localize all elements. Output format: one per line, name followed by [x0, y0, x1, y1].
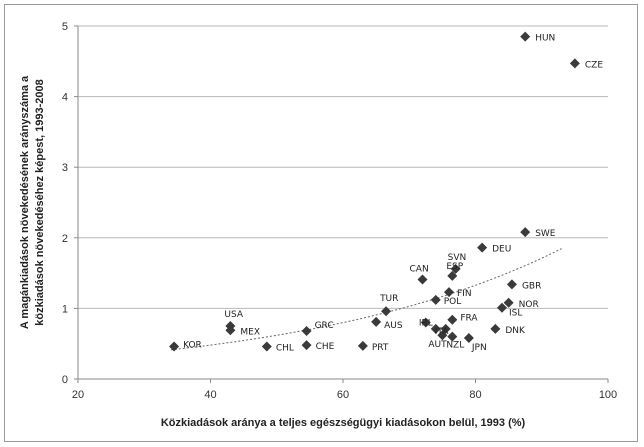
y-axis-title: A magánkiadások növekedésének arányszáma…	[19, 75, 46, 329]
data-point-tur	[381, 306, 392, 317]
data-point-mex	[225, 325, 236, 336]
point-label-can: CAN	[410, 264, 429, 274]
data-point-fin	[444, 287, 454, 298]
data-point-nor	[503, 297, 514, 308]
data-point-kor	[169, 341, 180, 352]
point-label-nor: NOR	[519, 300, 539, 310]
data-point-aut	[437, 330, 448, 341]
y-tick-label: 1	[62, 303, 68, 315]
trendline	[170, 248, 562, 351]
point-label-cze: CZE	[585, 60, 603, 70]
trendline-path	[170, 248, 562, 351]
point-label-isl: ISL	[509, 309, 522, 319]
data-point-ita	[430, 323, 441, 334]
y-tick-label: 0	[62, 374, 68, 386]
y-tick-label: 5	[62, 21, 68, 33]
point-label-kor: KOR	[183, 341, 202, 351]
point-label-usa: USA	[224, 310, 243, 320]
data-point-hun	[520, 31, 531, 42]
point-label-che: CHE	[316, 342, 335, 352]
y-tick-label: 4	[62, 92, 68, 104]
y-axis-title-line-1: A magánkiadások növekedésének arányszáma…	[19, 75, 31, 329]
x-tick-label: 80	[469, 389, 481, 401]
point-label-prt: PRT	[372, 343, 389, 353]
x-axis-title: Közkiadások aránya a teljes egészségügyi…	[161, 417, 526, 429]
y-tick-label: 2	[62, 233, 68, 245]
x-tick-label: 20	[72, 389, 84, 401]
point-label-deu: DEU	[492, 245, 511, 255]
data-point-cze	[569, 58, 580, 69]
data-point-pol	[430, 294, 441, 305]
data-point-swe	[520, 227, 531, 238]
point-label-jpn: JPN	[471, 343, 487, 353]
data-point-chl	[261, 341, 272, 352]
data-point-esp	[447, 270, 458, 281]
point-label-ita: ITA	[435, 327, 449, 337]
point-label-tur: TUR	[379, 294, 398, 304]
data-point-jpn	[463, 333, 474, 344]
point-label-pol: POL	[444, 297, 462, 307]
data-point-fra	[447, 314, 458, 325]
gridlines	[78, 25, 608, 309]
x-tick-label: 100	[599, 389, 617, 401]
point-label-aus: AUS	[384, 321, 403, 331]
data-point-can	[417, 274, 428, 285]
point-label-hun: HUN	[535, 34, 555, 44]
data-point-dnk	[490, 323, 501, 334]
chart-frame	[4, 4, 638, 442]
point-label-nzl: NZL	[446, 341, 464, 351]
point-label-esp: ESP	[446, 262, 463, 272]
data-point-nzl	[447, 331, 458, 342]
point-label-svn: SVN	[448, 253, 467, 263]
data-point-gbr	[506, 279, 517, 290]
point-label-dnk: DNK	[505, 326, 526, 336]
data-point-che	[301, 340, 312, 351]
axes: 0 1 2 3 4 5 20 40 60 80 100	[62, 21, 617, 401]
data-point-svn	[450, 263, 461, 274]
point-label-fra: FRA	[460, 314, 478, 324]
point-label-grc: GRC	[315, 321, 334, 331]
x-tick-label: 60	[337, 389, 349, 401]
data-point-aus	[371, 316, 382, 327]
data-point-grc	[301, 325, 312, 336]
point-label-chl: CHL	[276, 344, 294, 354]
point-label-mex: MEX	[240, 327, 260, 337]
data-point-deu	[477, 242, 488, 253]
point-label-aut: AUT	[428, 340, 447, 350]
y-axis-title-line-2: közkiadások növekedéséhez képest, 1993-2…	[34, 79, 46, 325]
y-tick-label: 3	[62, 162, 68, 174]
data-point-prt	[357, 340, 368, 351]
point-label-swe: SWE	[535, 229, 556, 239]
point-label-fin: FIN	[457, 289, 472, 299]
point-label-irl: IRL	[419, 319, 433, 329]
data-point-irl	[420, 317, 431, 328]
data-points	[169, 31, 580, 352]
data-point-isl	[497, 302, 507, 313]
point-label-gbr: GBR	[522, 281, 541, 291]
x-tick-label: 40	[204, 389, 216, 401]
